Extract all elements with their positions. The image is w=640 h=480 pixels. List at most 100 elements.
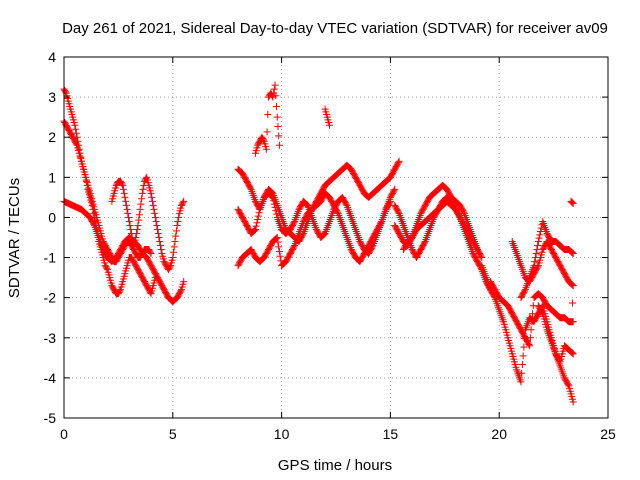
x-axis-title: GPS time / hours xyxy=(278,457,392,474)
series-track-h xyxy=(251,81,333,157)
data-point xyxy=(477,252,485,260)
data-point xyxy=(174,217,182,225)
data-point xyxy=(526,334,534,342)
series-track-m xyxy=(486,278,577,350)
data-point xyxy=(170,248,178,256)
data-point xyxy=(252,222,260,230)
data-point xyxy=(150,205,158,213)
data-point xyxy=(290,243,298,251)
y-tick-label: -2 xyxy=(44,290,57,306)
data-point xyxy=(180,278,188,286)
x-tick-label: 25 xyxy=(600,426,616,442)
data-point xyxy=(172,232,180,240)
data-point xyxy=(325,121,333,129)
data-point xyxy=(124,209,132,217)
data-point xyxy=(568,248,576,256)
data-point xyxy=(455,212,463,220)
data-point xyxy=(154,225,162,233)
data-point xyxy=(148,193,156,201)
data-point xyxy=(255,209,263,217)
data-point xyxy=(147,250,155,258)
data-point xyxy=(569,318,577,326)
data-point xyxy=(90,220,98,228)
y-tick-label: 2 xyxy=(48,129,56,145)
data-point xyxy=(569,282,577,290)
data-point xyxy=(299,231,307,239)
data-point xyxy=(263,128,271,136)
x-tick-label: 20 xyxy=(491,426,507,442)
data-point xyxy=(270,85,278,93)
data-point xyxy=(394,159,402,167)
data-point xyxy=(270,200,278,208)
data-point xyxy=(175,213,183,221)
data-point xyxy=(535,234,543,242)
data-point xyxy=(151,209,159,217)
data-point xyxy=(519,352,527,360)
data-point xyxy=(156,238,164,246)
data-point xyxy=(169,254,177,262)
x-tick-labels: 0 5 10 15 20 25 xyxy=(60,426,616,442)
data-point xyxy=(121,193,129,201)
data-point xyxy=(119,185,127,193)
data-point xyxy=(132,234,140,241)
data-point xyxy=(147,189,155,197)
data-point xyxy=(525,340,533,348)
data-point xyxy=(275,248,283,256)
data-point xyxy=(118,180,126,188)
data-point xyxy=(538,308,546,316)
data-point xyxy=(569,199,577,207)
data-point xyxy=(568,198,576,206)
data-point xyxy=(156,242,164,250)
y-tick-label: -5 xyxy=(44,410,57,426)
data-point xyxy=(275,132,283,140)
data-point xyxy=(120,189,128,197)
data-point xyxy=(529,310,537,318)
data-point xyxy=(569,350,577,358)
data-point xyxy=(569,398,577,406)
data-point xyxy=(259,136,267,144)
data-point xyxy=(390,187,398,195)
data-point xyxy=(517,378,525,386)
data-point xyxy=(386,199,394,207)
data-point xyxy=(139,185,147,193)
data-point xyxy=(123,205,131,213)
data-point xyxy=(276,252,284,260)
series-track-g xyxy=(234,189,394,258)
data-point xyxy=(273,234,281,241)
data-point xyxy=(134,221,142,229)
data-point xyxy=(342,200,350,208)
data-point xyxy=(275,141,283,149)
data-point xyxy=(251,225,259,233)
data-point xyxy=(179,199,187,207)
data-point xyxy=(127,225,135,233)
data-point xyxy=(135,216,143,224)
data-point xyxy=(272,92,280,100)
data-point xyxy=(536,231,544,239)
data-point xyxy=(61,88,69,96)
data-point xyxy=(173,221,181,229)
data-point xyxy=(520,343,528,351)
y-tick-labels: -5 -4 -3 -2 -1 0 1 2 3 4 xyxy=(44,49,57,426)
data-point xyxy=(72,140,80,148)
data-point xyxy=(391,185,399,193)
data-point xyxy=(133,229,141,237)
data-point xyxy=(273,113,281,121)
data-point xyxy=(368,243,376,251)
data-point xyxy=(250,227,258,235)
data-point xyxy=(262,145,270,153)
data-point xyxy=(272,207,280,215)
y-tick-label: 3 xyxy=(48,89,56,105)
data-point xyxy=(142,175,150,183)
data-point xyxy=(269,193,277,201)
data-point xyxy=(154,229,162,237)
data-point xyxy=(531,258,539,266)
data-point xyxy=(534,238,542,246)
data-point xyxy=(555,357,563,365)
data-point xyxy=(290,219,298,227)
data-point xyxy=(531,254,539,262)
data-point xyxy=(534,242,542,250)
data-point xyxy=(138,195,146,203)
y-tick-label: 0 xyxy=(48,209,56,225)
data-point xyxy=(125,213,133,221)
